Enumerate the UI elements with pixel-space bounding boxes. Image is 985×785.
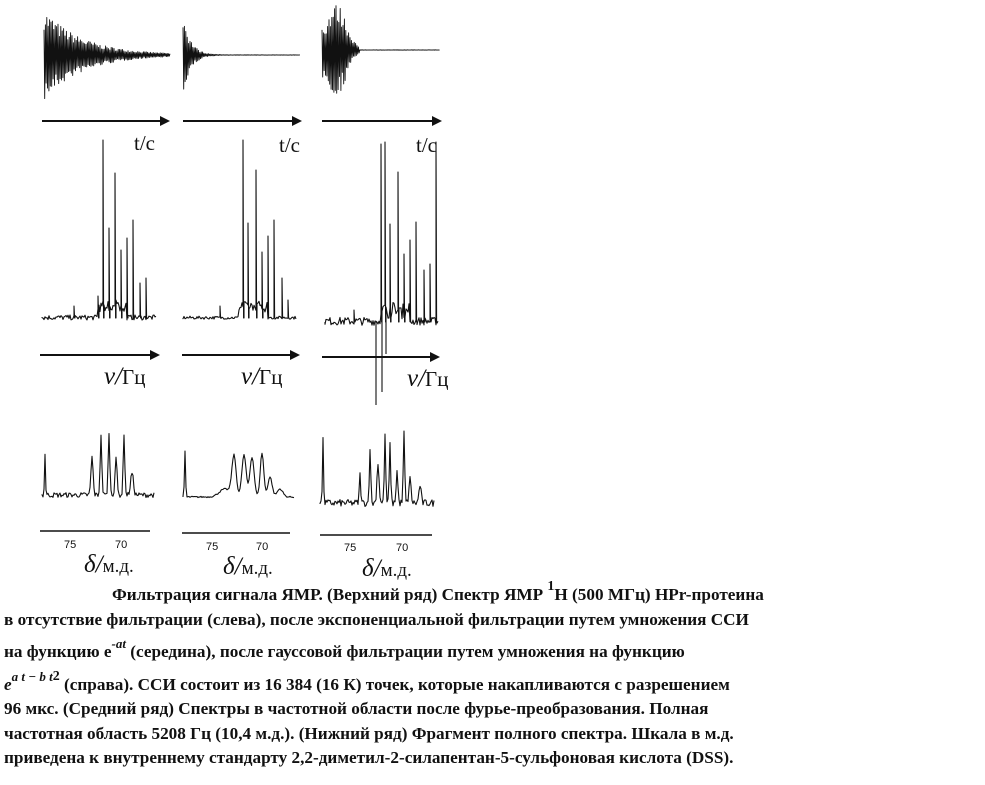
caption-line-2: в отсутствие фильтрации (слева), после э…	[4, 609, 749, 629]
caption-line-1: Фильтрация сигнала ЯМР. (Верхний ряд) Сп…	[112, 579, 764, 604]
ppm-unit: м.д.	[103, 556, 134, 577]
frequency-axis-label-left: ν/Гц	[104, 363, 145, 390]
fragment-gaussian	[319, 430, 435, 507]
fid-gaussian	[321, 5, 440, 94]
ppm-axis-label-left: δ/м.д.	[84, 551, 134, 578]
spectrum-row	[41, 139, 439, 405]
ppm-axis-label-middle: δ/м.д.	[223, 553, 273, 580]
caption-line-5: 96 мкс. (Средний ряд) Спектры в частотно…	[4, 699, 709, 718]
fragment-exponential	[182, 450, 295, 499]
hz-unit: Гц	[259, 365, 282, 389]
fid-unfiltered	[43, 17, 171, 100]
fragment-row	[41, 430, 435, 507]
ppm-unit: м.д.	[381, 560, 412, 581]
ppm-tick-70-middle: 70	[256, 541, 268, 553]
frequency-axis-label-middle: ν/Гц	[241, 363, 282, 390]
hz-unit: Гц	[122, 365, 145, 389]
nu-symbol: ν/	[407, 365, 427, 392]
spectrum-gaussian	[324, 141, 439, 326]
time-axis-label-middle: t/c	[279, 133, 300, 157]
frequency-axis-label-right: ν/Гц	[407, 365, 448, 392]
spectrum-gaussian-negative-lobes	[375, 322, 387, 405]
fragment-unfiltered	[41, 432, 155, 499]
delta-symbol: δ/	[362, 555, 383, 582]
nu-symbol: ν/	[241, 363, 261, 390]
ppm-tick-75-middle: 75	[206, 541, 218, 553]
hz-unit: Гц	[425, 367, 448, 391]
nu-symbol: ν/	[104, 363, 124, 390]
spectrum-exponential	[182, 139, 297, 320]
caption-line-6: частотная область 5208 Гц (10,4 м.д.). (…	[4, 723, 734, 743]
fid-exponential	[182, 25, 301, 90]
ppm-tick-70-left: 70	[115, 539, 127, 551]
time-axis-label-left: t/c	[134, 131, 155, 155]
ppm-tick-75-right: 75	[344, 542, 356, 554]
time-axis-label-right: t/c	[416, 133, 437, 157]
ppm-tick-75-left: 75	[64, 539, 76, 551]
figure-caption: Фильтрация сигнала ЯМР. (Верхний ряд) Сп…	[4, 575, 980, 771]
delta-symbol: δ/	[84, 551, 105, 578]
time-axes	[42, 116, 442, 126]
ppm-axis-label-right: δ/м.д.	[362, 555, 412, 582]
ppm-tick-70-right: 70	[396, 542, 408, 554]
delta-symbol: δ/	[223, 553, 244, 580]
caption-line-4: ea t − b t2 (справа). ССИ состоит из 16 …	[4, 668, 730, 694]
caption-line-7: приведена к внутреннему стандарту 2,2-ди…	[4, 748, 734, 767]
fid-row	[43, 5, 440, 100]
frequency-axes	[40, 350, 440, 362]
caption-line-3: на функцию е-at (середина), после гауссо…	[4, 636, 685, 661]
spectrum-unfiltered	[41, 139, 157, 321]
ppm-unit: м.д.	[242, 558, 273, 579]
ppm-axes	[40, 530, 432, 536]
